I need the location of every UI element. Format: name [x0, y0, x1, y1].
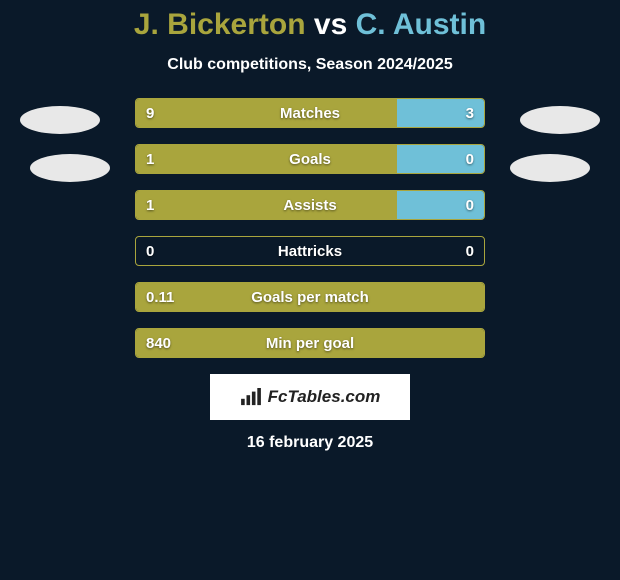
- stat-row: 0.11Goals per match: [135, 282, 485, 312]
- player2-badge-placeholder-2: [510, 154, 590, 182]
- stat-label: Assists: [136, 191, 484, 219]
- chart-icon: [240, 388, 262, 406]
- stat-label: Goals: [136, 145, 484, 173]
- stat-row: 1Assists0: [135, 190, 485, 220]
- player1-badge-placeholder-1: [20, 106, 100, 134]
- stat-value-right: 0: [466, 145, 474, 173]
- stat-label: Goals per match: [136, 283, 484, 311]
- stat-value-right: 0: [466, 237, 474, 265]
- stat-value-right: 0: [466, 191, 474, 219]
- vs-separator: vs: [314, 8, 347, 41]
- stat-label: Hattricks: [136, 237, 484, 265]
- stat-label: Matches: [136, 99, 484, 127]
- player2-name: C. Austin: [356, 8, 487, 41]
- stat-value-right: 3: [466, 99, 474, 127]
- stat-row: 0Hattricks0: [135, 236, 485, 266]
- player2-badge-placeholder-1: [520, 106, 600, 134]
- chart-area: 9Matches31Goals01Assists00Hattricks00.11…: [0, 98, 620, 358]
- subtitle: Club competitions, Season 2024/2025: [0, 56, 620, 74]
- source-badge: FcTables.com: [210, 374, 410, 420]
- date-text: 16 february 2025: [0, 434, 620, 452]
- comparison-card: J. Bickerton vs C. Austin Club competiti…: [0, 0, 620, 452]
- stat-row: 840Min per goal: [135, 328, 485, 358]
- stat-row: 9Matches3: [135, 98, 485, 128]
- stat-bars: 9Matches31Goals01Assists00Hattricks00.11…: [135, 98, 485, 358]
- player1-badge-placeholder-2: [30, 154, 110, 182]
- player1-name: J. Bickerton: [134, 8, 306, 41]
- source-text: FcTables.com: [268, 387, 381, 407]
- stat-label: Min per goal: [136, 329, 484, 357]
- page-title: J. Bickerton vs C. Austin: [0, 8, 620, 42]
- stat-row: 1Goals0: [135, 144, 485, 174]
